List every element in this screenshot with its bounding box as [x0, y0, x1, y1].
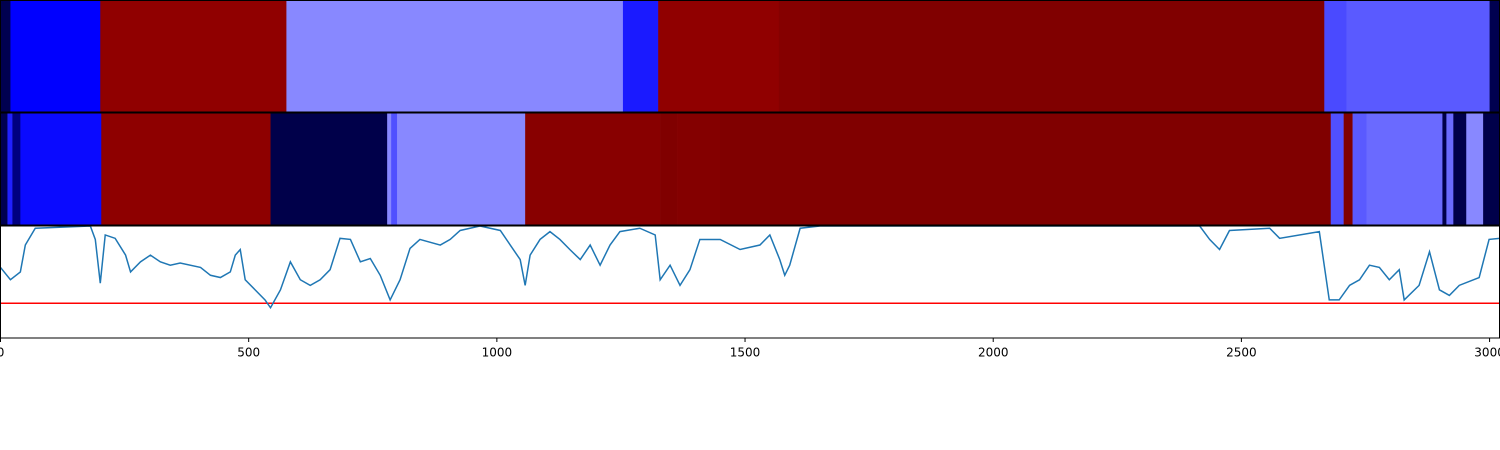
strip-segment — [101, 113, 271, 225]
strip-segment — [1352, 113, 1367, 225]
strip-segment — [387, 113, 392, 225]
strip-segment — [658, 0, 780, 112]
strip-segment — [1446, 113, 1454, 225]
strip-segment — [1324, 0, 1347, 112]
x-tick-label: 2000 — [978, 346, 1009, 360]
strip-segment — [286, 0, 624, 112]
x-tick-label: 2500 — [1226, 346, 1257, 360]
strip-segment — [1366, 113, 1443, 225]
strip-segment — [270, 113, 388, 225]
strip-segment — [1343, 113, 1353, 225]
x-tick-label: 0 — [0, 346, 4, 360]
strip-segment — [0, 113, 8, 225]
plot-area — [0, 226, 1500, 310]
strip-segment — [10, 0, 101, 112]
strip-segment — [622, 0, 659, 112]
strip-segment — [1442, 113, 1447, 225]
strip-segment — [1489, 0, 1500, 112]
strip-segment — [1346, 0, 1490, 112]
x-tick-label: 1000 — [482, 346, 513, 360]
strip-segment — [525, 113, 661, 225]
strip-segment — [1483, 113, 1500, 225]
strip-segment — [1330, 113, 1344, 225]
strip-segment — [100, 0, 287, 112]
strip-segment — [7, 113, 13, 225]
strip-segment — [819, 0, 1325, 112]
x-tick-label: 500 — [237, 346, 260, 360]
strip-segment — [391, 113, 398, 225]
strip-segment — [677, 113, 721, 225]
strip-segment — [720, 113, 1332, 225]
strip-segment — [1466, 113, 1484, 225]
strip-segment — [778, 0, 821, 112]
x-tick-label: 3000 — [1474, 346, 1500, 360]
strip-segment — [12, 113, 21, 225]
strip-segment — [0, 0, 11, 112]
x-tick-label: 1500 — [730, 346, 761, 360]
strip-segment — [660, 113, 678, 225]
panel-frame — [0, 225, 1500, 339]
strip-segment — [20, 113, 102, 225]
strip-segment — [1453, 113, 1467, 225]
signal-line — [0, 226, 1500, 310]
strip-segment — [397, 113, 526, 225]
